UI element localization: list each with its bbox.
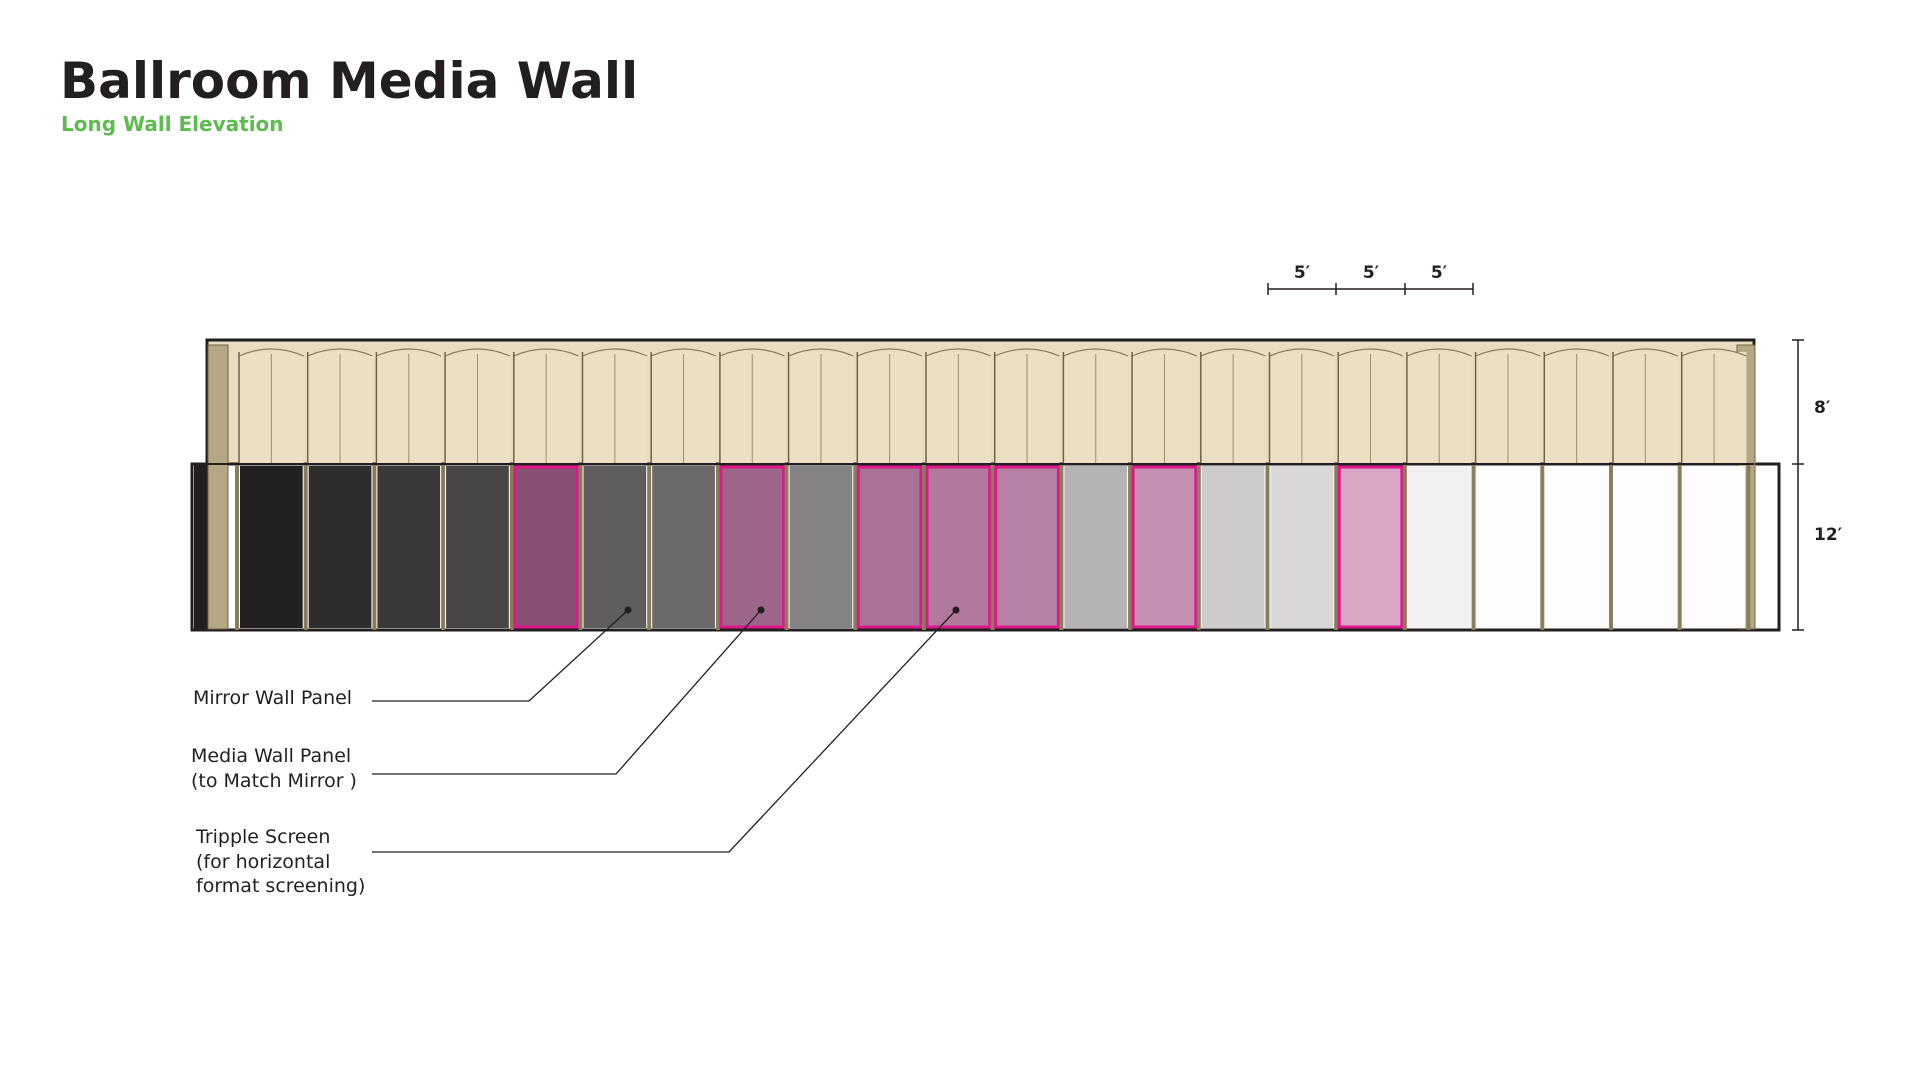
wall-panel (446, 466, 509, 628)
wood-arch (788, 348, 854, 357)
wall-panel (1614, 466, 1677, 628)
wood-arch (1269, 348, 1335, 357)
panel-mullion (1059, 464, 1064, 630)
callout-label: format screening) (196, 875, 365, 897)
leader-dots (624, 606, 960, 614)
media-screen-border (719, 465, 786, 629)
wood-arch (376, 348, 442, 357)
panel-mullion (372, 464, 377, 630)
wall-panel (377, 466, 441, 628)
title: Ballroom Media Wall (60, 52, 638, 110)
wall-panel (514, 466, 578, 628)
wood-arch (1200, 348, 1266, 357)
wood-arch (1612, 348, 1678, 357)
panel-mullion (578, 464, 583, 630)
wall-panel (1407, 466, 1471, 628)
wall-panel (720, 466, 784, 628)
wall-panel (1064, 466, 1128, 628)
wall-panel (927, 466, 990, 628)
wall-panel (583, 466, 647, 628)
left-post (194, 464, 208, 629)
wood-arch (1475, 348, 1541, 357)
wood-arch (238, 348, 304, 357)
wall-panel (1545, 466, 1608, 628)
panel-mullion (1128, 464, 1133, 630)
wood-arch (1063, 348, 1129, 357)
wood-arch (994, 348, 1060, 357)
panel-mullion (303, 464, 308, 630)
wall-panel (308, 466, 372, 628)
wall-panel (1339, 466, 1402, 628)
wall-panel (1476, 466, 1540, 628)
wall-panel (1682, 466, 1746, 628)
panel-mullion (784, 464, 789, 630)
wood-arch (925, 348, 991, 357)
panel-mullion (990, 464, 995, 630)
panel-mullion (922, 464, 926, 630)
wall-elevation (190, 338, 1781, 632)
dimension-label: 5′ (1363, 263, 1380, 283)
wood-arch (1131, 348, 1198, 357)
wood-arch (650, 348, 717, 357)
media-screen-border (513, 465, 579, 629)
wall-panel (652, 466, 715, 628)
panel-mullion (1402, 464, 1407, 630)
dimension-label: 5′ (1431, 263, 1448, 283)
wood-arch (1337, 348, 1404, 357)
wood-arch (444, 348, 511, 357)
panel-mullion (441, 464, 446, 630)
dimension-label: 8′ (1814, 398, 1831, 418)
media-screen-border (856, 465, 923, 629)
wood-arch (513, 348, 579, 357)
panel-mullion (1471, 464, 1476, 630)
wood-arch (582, 348, 648, 357)
callout-label: (for horizontal (196, 851, 330, 873)
wall-panel (789, 466, 853, 628)
panel-mullion (1677, 464, 1682, 630)
callout-label: (to Match Mirror ) (191, 770, 357, 792)
left-trim (207, 344, 229, 630)
panel-mullion (1746, 464, 1751, 630)
panel-mullion (1196, 464, 1201, 630)
panel-mullion (235, 464, 239, 630)
panel-mullion (1265, 464, 1270, 630)
panel-mullion (1334, 464, 1339, 630)
dimension-label: 12′ (1814, 525, 1843, 545)
wood-arch (1544, 348, 1610, 357)
wood-arch (719, 348, 785, 357)
callout-label: Media Wall Panel (191, 745, 351, 767)
wood-arch (1406, 348, 1472, 357)
wall-panel (858, 466, 921, 628)
wood-arch (1681, 348, 1747, 357)
subtitle: Long Wall Elevation (61, 112, 284, 136)
wall-panel (1201, 466, 1265, 628)
side-dimension (1792, 339, 1804, 631)
media-screen-border (1131, 465, 1198, 629)
panel-mullion (1609, 464, 1613, 630)
media-screen-border (1337, 465, 1404, 629)
panel-mullion (1540, 464, 1545, 630)
panel-mullion (647, 464, 652, 630)
media-screen-border (925, 465, 992, 629)
callout-label: Tripple Screen (195, 826, 330, 848)
panel-mullion (715, 464, 720, 630)
wall-panel (1270, 466, 1334, 628)
panel-mullion (509, 464, 514, 630)
wall-panel (240, 466, 303, 628)
dimension-label: 5′ (1294, 263, 1311, 283)
wall-panel (995, 466, 1059, 628)
wood-arch (307, 348, 373, 357)
wall-panel (1133, 466, 1196, 628)
leader-lines (372, 609, 957, 853)
media-screen-border (994, 465, 1060, 629)
panel-mullion (853, 464, 858, 630)
top-dimension (1267, 283, 1474, 295)
callout-label: Mirror Wall Panel (193, 687, 352, 709)
wood-arch (857, 348, 923, 357)
